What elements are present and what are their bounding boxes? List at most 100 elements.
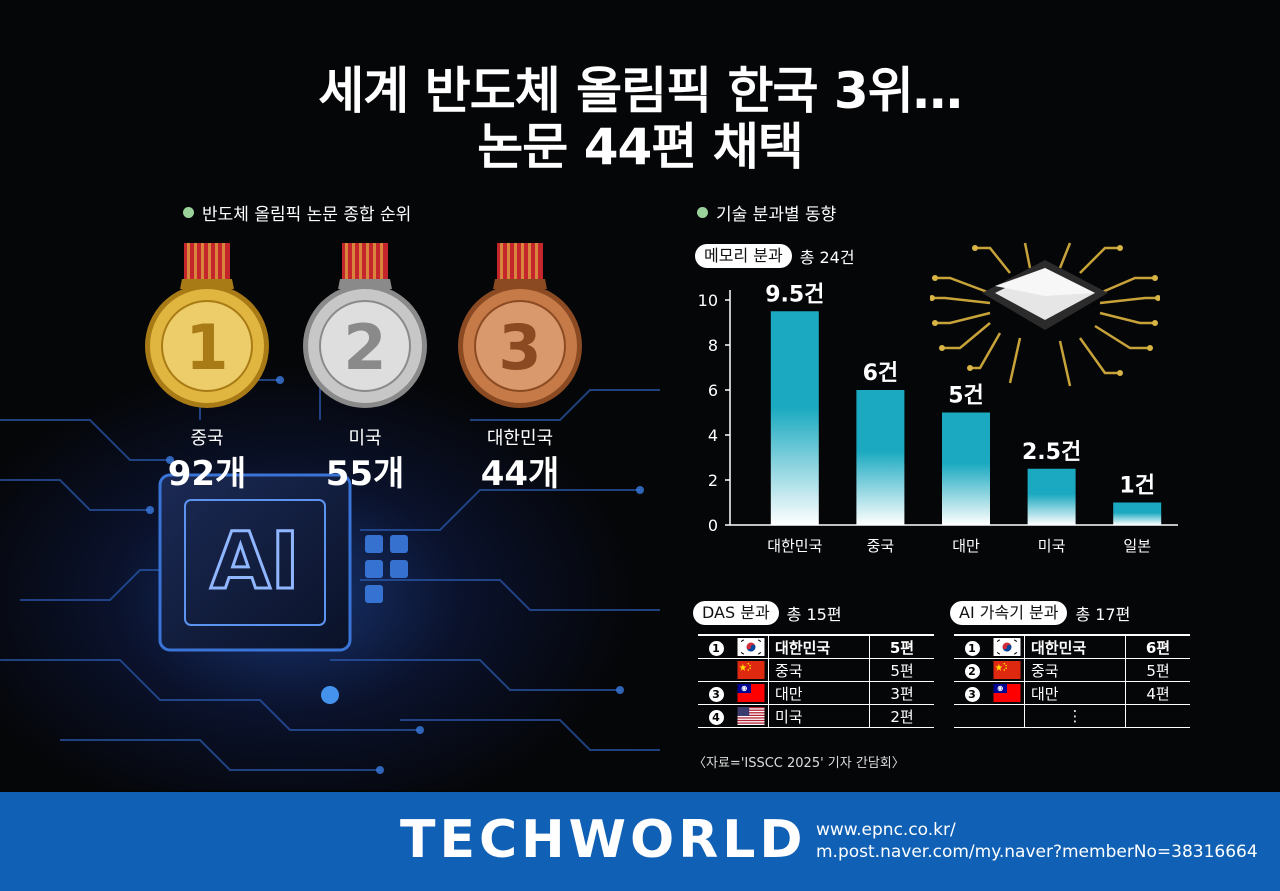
y-tick-label: 8 <box>708 336 718 355</box>
value-cell: 2편 <box>869 704 934 728</box>
bullet-dot <box>697 207 708 218</box>
medal-count: 92개 <box>167 454 247 494</box>
x-tick-label: 미국 <box>1038 537 1066 555</box>
country-cell: 중국 <box>1024 658 1126 682</box>
flag-cell <box>990 704 1025 728</box>
country-cell: 대만 <box>1024 681 1126 705</box>
bullet-dot <box>183 207 194 218</box>
value-cell: 5편 <box>1125 658 1190 682</box>
value-cell: 4편 <box>1125 681 1190 705</box>
country-cell: 중국 <box>768 658 870 682</box>
country-cell: 대한민국 <box>768 634 870 659</box>
korea-flag-icon <box>993 638 1021 657</box>
rank-cell: 3 <box>954 681 990 705</box>
data-label: 1건 <box>1119 474 1155 499</box>
footer-url-2[interactable]: m.post.naver.com/my.naver?memberNo=38316… <box>816 842 1258 862</box>
footer-urls: www.epnc.co.kr/ m.post.naver.com/my.nave… <box>816 819 1258 863</box>
table-row: 4 미국 2편 <box>698 704 934 728</box>
x-tick-label: 대만 <box>952 537 980 555</box>
table-row: ⋮ <box>954 704 1190 728</box>
ranking-label-text: 반도체 올림픽 논문 종합 순위 <box>202 205 412 225</box>
rank-cell: 2 <box>954 658 990 682</box>
table-row: 1 대한민국 6편 <box>954 634 1190 659</box>
value-cell: 3편 <box>869 681 934 705</box>
rank-cell: 1 <box>954 634 990 659</box>
ai-chip-icon: AI <box>210 517 299 607</box>
medal-rank-number: 2 <box>343 311 386 384</box>
rank-badge: 3 <box>708 687 724 702</box>
rank-cell: 3 <box>698 681 734 705</box>
data-label: 9.5건 <box>765 282 824 307</box>
rank-badge: 3 <box>964 687 980 702</box>
bar-중국 <box>856 390 905 525</box>
source-note: 〈자료='ISSCC 2025' 기자 간담회〉 <box>693 756 905 771</box>
y-tick-label: 4 <box>708 426 718 445</box>
rank-cell <box>954 704 990 728</box>
table-row: 1 대한민국 5편 <box>698 634 934 659</box>
taiwan-flag-icon <box>737 684 765 703</box>
china-flag-icon <box>993 661 1021 680</box>
footer-url-1[interactable]: www.epnc.co.kr/ <box>816 820 956 840</box>
rank-cell: 1 <box>698 634 734 659</box>
x-tick-label: 대한민국 <box>767 537 822 555</box>
data-label: 5건 <box>948 384 984 409</box>
medal-count: 44개 <box>480 454 560 494</box>
y-tick-label: 0 <box>708 516 718 535</box>
bar-미국 <box>1027 468 1076 525</box>
rank-badge: 4 <box>708 710 724 725</box>
bar-일본 <box>1113 502 1162 525</box>
das-tag: DAS 분과 <box>693 601 779 625</box>
country-cell: 대만 <box>768 681 870 705</box>
y-tick-label: 10 <box>698 291 718 310</box>
medal-rank-number: 3 <box>498 311 541 384</box>
medal-country: 미국 <box>348 428 382 449</box>
bar-대한민국 <box>770 311 819 525</box>
title-line-1: 세계 반도체 올림픽 한국 3위… <box>318 62 962 120</box>
medal-country: 대한민국 <box>486 428 554 449</box>
country-cell: 미국 <box>768 704 870 728</box>
ai-table: 1 대한민국 6편 2 중국 5편 3 대만 4편 ⋮ <box>954 634 1190 728</box>
value-cell: 5편 <box>869 658 934 682</box>
value-cell: 5편 <box>869 634 934 659</box>
value-cell: 6편 <box>1125 634 1190 659</box>
country-cell: ⋮ <box>1024 704 1126 728</box>
das-header: DAS 분과 총 15편 <box>693 601 842 625</box>
table-row: 2 중국 5편 <box>954 658 1190 682</box>
flag-cell <box>990 634 1025 659</box>
cpu-chip-illustration <box>930 242 1160 387</box>
trend-section-label: 기술 분과별 동향 <box>697 200 836 225</box>
flag-cell <box>734 704 769 728</box>
table-row: 중국 5편 <box>698 658 934 682</box>
table-row: 3 대만 4편 <box>954 681 1190 705</box>
ai-tag: AI 가속기 분과 <box>950 601 1068 625</box>
table-row: 3 대만 3편 <box>698 681 934 705</box>
flag-cell <box>734 658 769 682</box>
bar-대만 <box>942 412 990 525</box>
rank-badge: 1 <box>708 641 724 656</box>
medal-3: 3 <box>458 243 582 408</box>
memory-tag: 메모리 분과 <box>695 244 792 268</box>
rank-badge: 2 <box>964 664 980 679</box>
medal-2: 2 <box>303 243 427 408</box>
trend-label-text: 기술 분과별 동향 <box>716 205 837 225</box>
medal-rank-number: 1 <box>185 311 228 384</box>
circuit-board-background: AI <box>0 366 660 774</box>
memory-header: 메모리 분과 총 24건 <box>695 244 855 268</box>
taiwan-flag-icon <box>993 684 1021 703</box>
flag-cell <box>990 658 1025 682</box>
x-tick-label: 일본 <box>1123 537 1151 555</box>
das-total: 총 15편 <box>786 605 842 624</box>
rank-badge: 1 <box>964 641 980 656</box>
flag-cell <box>990 681 1025 705</box>
korea-flag-icon <box>737 638 765 657</box>
medal-1: 1 <box>145 243 269 408</box>
data-label: 6건 <box>863 361 899 386</box>
data-label: 2.5건 <box>1022 440 1081 465</box>
ai-total: 총 17편 <box>1075 605 1131 624</box>
usa-flag-icon <box>737 707 765 726</box>
country-cell: 대한민국 <box>1024 634 1126 659</box>
rank-cell: 4 <box>698 704 734 728</box>
value-cell <box>1125 704 1190 728</box>
